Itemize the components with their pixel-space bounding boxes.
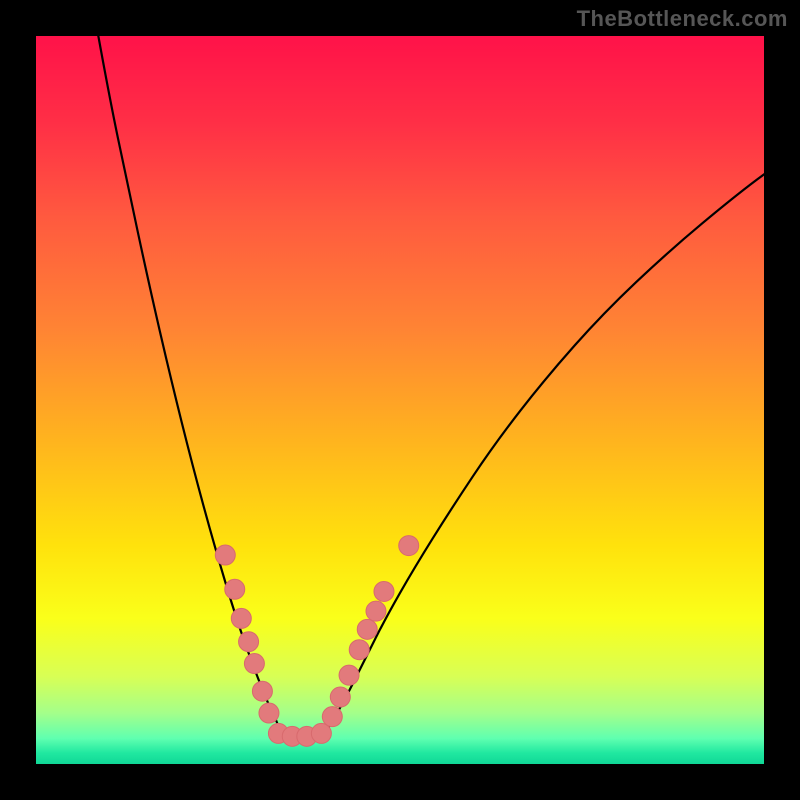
data-marker	[374, 581, 394, 601]
chart-frame: TheBottleneck.com	[0, 0, 800, 800]
data-marker	[357, 619, 377, 639]
data-marker	[322, 707, 342, 727]
data-marker	[349, 640, 369, 660]
data-marker	[231, 608, 251, 628]
data-marker	[252, 681, 272, 701]
data-marker	[244, 654, 264, 674]
data-marker	[225, 579, 245, 599]
data-marker	[339, 665, 359, 685]
data-marker	[215, 545, 235, 565]
chart-svg	[36, 36, 764, 764]
watermark-text: TheBottleneck.com	[577, 6, 788, 32]
data-marker	[399, 536, 419, 556]
data-marker	[330, 687, 350, 707]
data-marker	[366, 601, 386, 621]
data-marker	[239, 632, 259, 652]
gradient-background	[36, 36, 764, 764]
plot-area	[36, 36, 764, 764]
data-marker	[259, 703, 279, 723]
